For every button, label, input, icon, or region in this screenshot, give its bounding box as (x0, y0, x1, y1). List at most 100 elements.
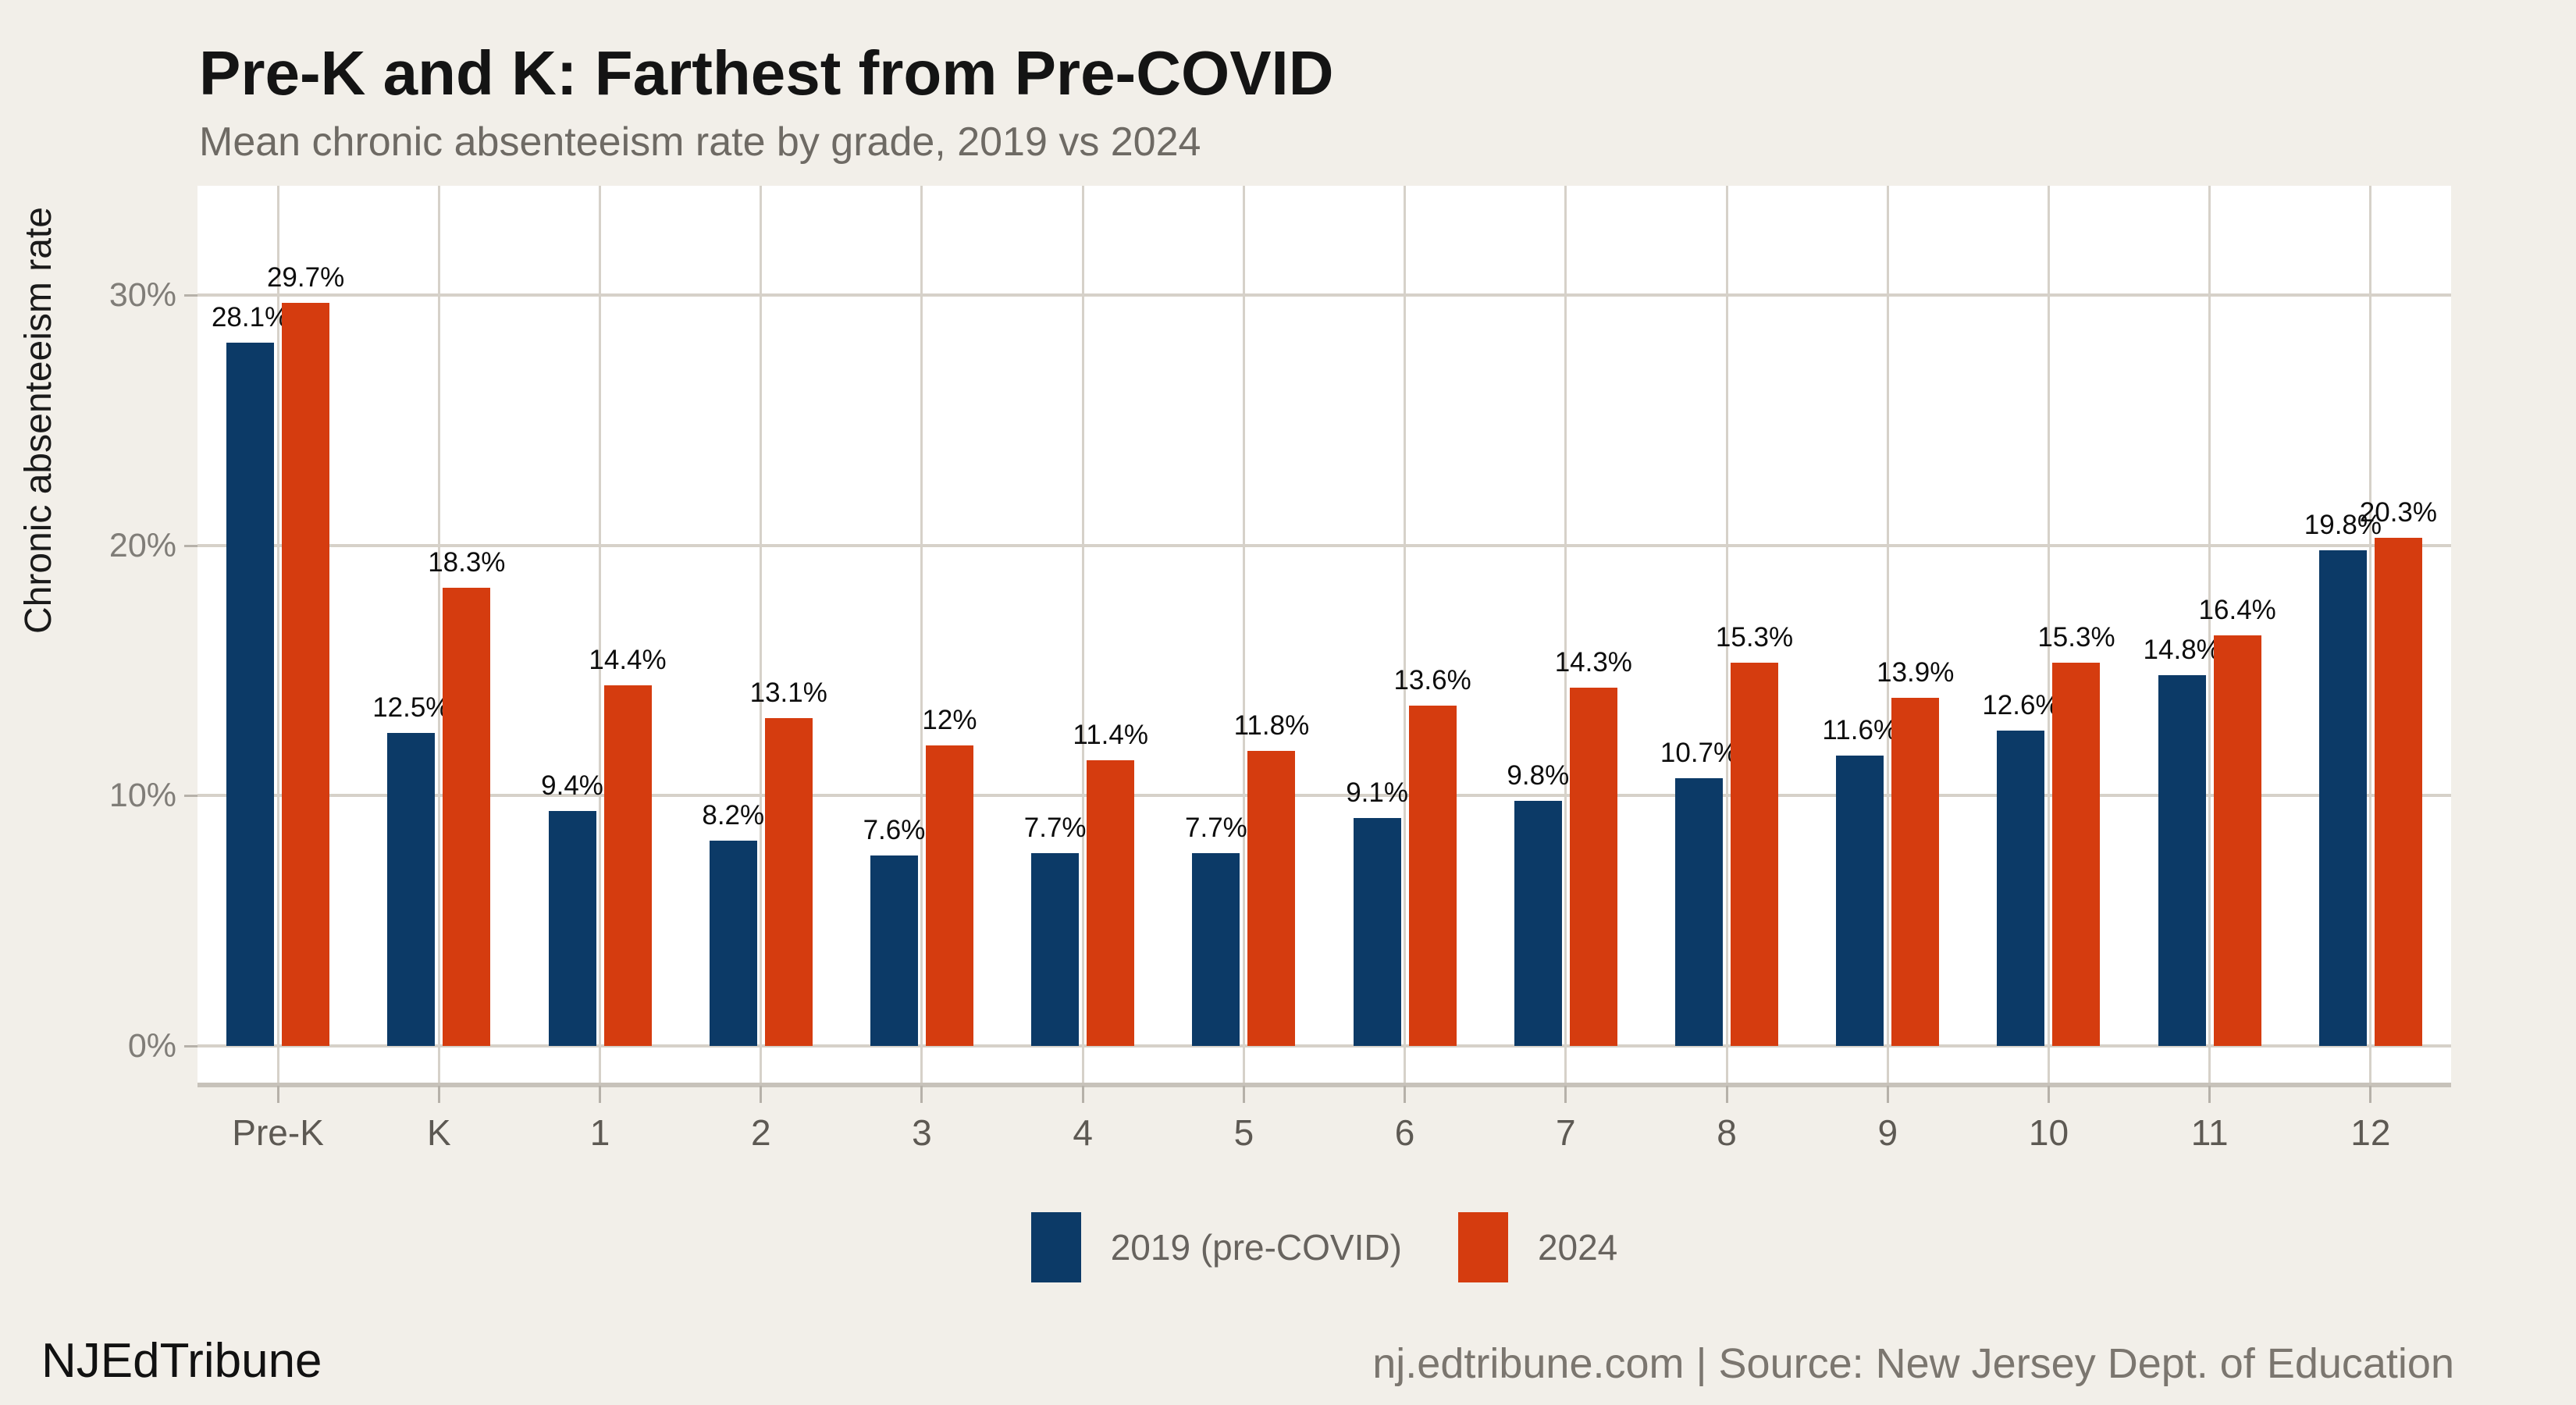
bar-value-label: 7.7% (1185, 813, 1247, 844)
gridline-cat-8 (1725, 186, 1728, 1083)
gridline-20% (197, 543, 2451, 547)
bar-2019-7 (1514, 800, 1562, 1046)
bar-2019-1 (548, 810, 596, 1046)
gridline-cat-7 (1564, 186, 1567, 1083)
gridline-cat-11 (2208, 186, 2211, 1083)
legend-label: 2019 (pre-COVID) (1110, 1227, 1402, 1268)
gridline-cat-9 (1886, 186, 1889, 1083)
bar-value-label: 12% (922, 705, 977, 736)
legend: 2019 (pre-COVID) 2024 (197, 1208, 2451, 1286)
bar-2024-K (443, 588, 491, 1046)
bar-2019-6 (1353, 818, 1401, 1046)
y-tick-mark (184, 1045, 197, 1048)
plot-area: 28.1% 29.7% 12.5% 18.3% 9.4% 14.4% 8.2% 13.1% 7.… (197, 186, 2451, 1087)
gridline-cat-6 (1404, 186, 1407, 1083)
bar-value-label: 14.8% (2143, 635, 2221, 666)
bar-value-label: 7.6% (863, 815, 926, 846)
bar-2019-12 (2318, 550, 2367, 1046)
x-tick-label-6: 6 (1394, 1112, 1415, 1153)
y-axis-title: Chronic absenteeism rate (18, 207, 59, 634)
gridline-cat-1 (599, 186, 602, 1083)
bar-2024-7 (1569, 688, 1617, 1046)
gridline-cat-3 (920, 186, 923, 1083)
bar-value-label: 13.1% (749, 677, 827, 708)
bar-value-label: 29.7% (266, 261, 345, 293)
x-tick-mark (760, 1086, 763, 1103)
x-tick-mark (920, 1086, 923, 1103)
x-tick-mark (2047, 1086, 2050, 1103)
x-tick-label-Pre-K: Pre-K (232, 1112, 324, 1153)
x-tick-label-9: 9 (1877, 1112, 1898, 1153)
legend-item: 2024 (1457, 1212, 1618, 1282)
x-tick-label-7: 7 (1556, 1112, 1576, 1153)
bar-2019-10 (1997, 730, 2045, 1046)
bar-value-label: 15.3% (1715, 622, 1794, 653)
y-tick-mark (184, 544, 197, 547)
brand-text: NJEdTribune (41, 1334, 322, 1388)
bar-value-label: 7.7% (1023, 813, 1087, 844)
x-tick-label-4: 4 (1073, 1112, 1093, 1153)
bar-value-label: 28.1% (211, 301, 290, 333)
bar-value-label: 11.4% (1073, 720, 1148, 751)
bar-value-label: 12.6% (1982, 689, 2060, 720)
x-tick-mark (1886, 1086, 1889, 1103)
y-tick-label: 30% (109, 276, 176, 314)
x-tick-mark (1081, 1086, 1084, 1103)
bar-value-label: 10.7% (1660, 737, 1738, 768)
y-tick-mark (184, 795, 197, 798)
x-tick-mark (599, 1086, 602, 1103)
x-tick-label-1: 1 (589, 1112, 610, 1153)
bar-2019-9 (1836, 756, 1884, 1046)
gridline-30% (197, 293, 2451, 297)
x-tick-mark (437, 1086, 440, 1103)
x-tick-mark (1725, 1086, 1728, 1103)
bar-2019-3 (870, 855, 918, 1046)
gridline-0% (197, 1044, 2451, 1048)
bar-2024-3 (925, 745, 973, 1046)
bar-2024-1 (603, 685, 652, 1046)
bar-2024-5 (1247, 750, 1296, 1046)
y-tick-label: 0% (127, 1027, 176, 1065)
x-tick-mark (1564, 1086, 1567, 1103)
y-tick-label: 10% (109, 777, 176, 815)
bar-2024-12 (2374, 538, 2422, 1046)
x-tick-label-K: K (426, 1112, 451, 1153)
bar-2024-2 (764, 717, 813, 1046)
bar-value-label: 14.3% (1554, 647, 1632, 678)
bar-value-label: 13.6% (1393, 664, 1471, 695)
x-tick-label-8: 8 (1717, 1112, 1737, 1153)
gridline-10% (197, 794, 2451, 798)
x-tick-mark (2369, 1086, 2372, 1103)
y-tick-label: 20% (109, 526, 176, 564)
bar-value-label: 9.8% (1507, 759, 1570, 791)
bar-value-label: 15.3% (2037, 622, 2115, 653)
source-text: nj.edtribune.com | Source: New Jersey De… (1372, 1340, 2454, 1387)
x-tick-label-2: 2 (750, 1112, 771, 1153)
gridline-cat-5 (1242, 186, 1245, 1083)
x-tick-label-5: 5 (1233, 1112, 1254, 1153)
gridline-cat-10 (2047, 186, 2050, 1083)
bar-2019-5 (1192, 853, 1240, 1046)
bar-2019-2 (709, 841, 757, 1046)
bar-value-label: 11.8% (1233, 710, 1310, 741)
bar-2019-4 (1031, 853, 1080, 1046)
bar-value-label: 19.8% (2304, 510, 2382, 541)
chart-title: Pre-K and K: Farthest from Pre-COVID (199, 38, 1334, 108)
bar-2024-6 (1408, 705, 1457, 1046)
gridline-cat-K (437, 186, 440, 1083)
bar-value-label: 13.9% (1877, 657, 1955, 688)
bar-2019-11 (2158, 675, 2206, 1046)
y-tick-mark (184, 294, 197, 297)
legend-swatch (1030, 1212, 1081, 1282)
legend-label: 2024 (1537, 1227, 1618, 1268)
bar-2024-8 (1731, 663, 1779, 1046)
x-tick-mark (276, 1086, 279, 1103)
gridline-cat-Pre-K (276, 186, 279, 1083)
bar-value-label: 20.3% (2359, 497, 2438, 528)
gridline-cat-12 (2369, 186, 2372, 1083)
bar-2024-11 (2213, 635, 2261, 1046)
bar-value-label: 9.1% (1346, 777, 1408, 809)
bar-2019-K (387, 733, 436, 1046)
bar-2019-8 (1675, 777, 1724, 1046)
